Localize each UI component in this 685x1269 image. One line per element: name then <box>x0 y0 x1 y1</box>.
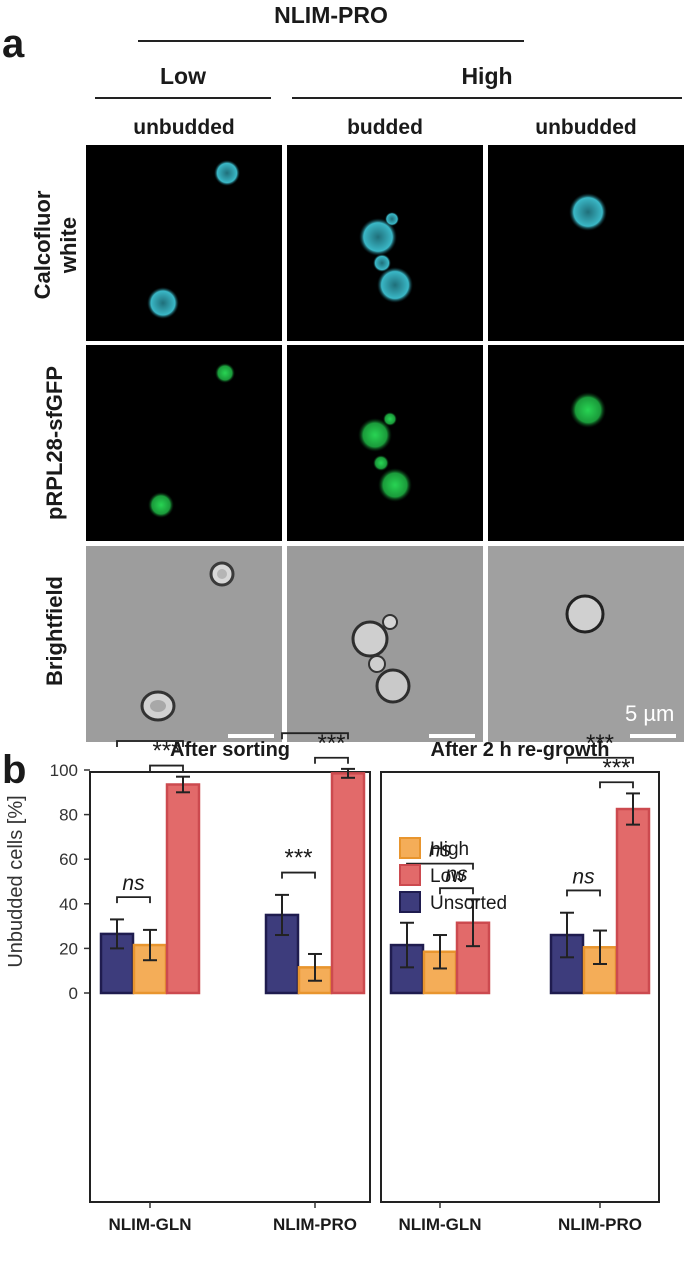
x-tick-label: NLIM-PRO <box>558 1215 642 1234</box>
scale-bar-label: 5 µm <box>625 701 675 726</box>
high-header: High <box>461 63 513 89</box>
column-label-high-unbudded: unbudded <box>535 116 637 139</box>
significance-bracket <box>281 732 349 740</box>
significance-bracket <box>566 756 634 764</box>
significance-label: ns <box>445 863 468 886</box>
y-tick-label: 80 <box>59 806 78 825</box>
bar-high <box>132 943 168 995</box>
significance-bracket <box>314 756 349 764</box>
facet-frame <box>380 771 660 1203</box>
legend-swatch <box>399 891 421 913</box>
significance-label: *** <box>136 730 164 740</box>
legend-label: High <box>430 839 469 860</box>
significance-bracket <box>281 871 316 879</box>
image-gfp-low-unbudded <box>86 345 282 541</box>
image-calcofluor-high-unbudded <box>488 145 684 341</box>
low-header: Low <box>160 63 206 89</box>
cell-blob <box>147 287 179 319</box>
significance-bracket <box>116 740 184 748</box>
y-tick-label: 60 <box>59 850 78 869</box>
significance-bracket <box>116 896 151 904</box>
row-label-gfp: pRPL28-sfGFP <box>42 333 68 553</box>
image-brightfield-high-budded <box>287 546 483 742</box>
y-tick-label: 100 <box>50 761 78 780</box>
row-label-brightfield-text: Brightfield <box>42 576 67 686</box>
cell-blob <box>214 160 240 186</box>
facet-title: After 2 h re-growth <box>431 739 610 761</box>
image-calcofluor-low-unbudded <box>86 145 282 341</box>
facet-title: After sorting <box>170 739 290 761</box>
legend-swatch <box>399 864 421 886</box>
significance-label: *** <box>317 730 345 757</box>
significance-bracket <box>599 781 634 789</box>
scale-bar <box>228 734 274 738</box>
significance-label: ns <box>429 839 452 862</box>
legend-swatch <box>399 837 421 859</box>
significance-bracket <box>566 889 601 897</box>
x-tick-label: NLIM-PRO <box>273 1215 357 1234</box>
row-label-brightfield: Brightfield <box>42 521 68 741</box>
column-label-low-unbudded: unbudded <box>133 116 235 139</box>
y-axis-label: Unbudded cells [%] <box>5 795 27 967</box>
significance-bracket <box>439 887 474 895</box>
bar-chart: Unbudded cells [%] 0 20 40 60 80 100 After sort… <box>5 730 660 1234</box>
high-rule <box>292 97 682 99</box>
bar-low <box>615 807 651 995</box>
x-tick-label: NLIM-GLN <box>398 1215 481 1234</box>
low-rule <box>95 97 271 99</box>
panel-letter-a: a <box>2 22 25 66</box>
legend-label: Low <box>430 866 465 887</box>
image-gfp-high-budded <box>287 345 483 541</box>
significance-label: ns <box>122 872 145 895</box>
significance-label: ns <box>572 865 595 888</box>
image-brightfield-low-unbudded <box>86 546 282 742</box>
bar-unsorted <box>264 913 300 995</box>
column-label-high-budded: budded <box>347 116 423 139</box>
medium-header: NLIM-PRO <box>274 2 388 28</box>
scale-bar <box>630 734 676 738</box>
scale-bar <box>429 734 475 738</box>
significance-label: *** <box>152 738 180 765</box>
panel-letter-b: b <box>2 748 27 792</box>
image-calcofluor-high-budded <box>287 145 483 341</box>
y-tick-label: 40 <box>59 895 78 914</box>
bar-low <box>330 772 366 995</box>
row-label-calcofluor-text: Calcofluor white <box>30 190 81 300</box>
significance-bracket <box>149 764 184 772</box>
y-tick-label: 20 <box>59 939 78 958</box>
image-gfp-high-unbudded <box>488 345 684 541</box>
row-label-calcofluor: Calcofluor white <box>30 147 82 343</box>
row-label-gfp-text: pRPL28-sfGFP <box>42 365 67 521</box>
legend-label: Unsorted <box>430 893 507 914</box>
image-brightfield-high-unbudded: 5 µm <box>488 546 684 742</box>
significance-label: *** <box>602 754 630 781</box>
significance-label: *** <box>586 730 614 757</box>
facet-frame <box>89 771 371 1203</box>
bar-low <box>165 783 201 995</box>
significance-label: *** <box>284 845 312 872</box>
x-tick-label: NLIM-GLN <box>108 1215 191 1234</box>
significance-label: *** <box>301 730 329 732</box>
y-tick-label: 0 <box>69 984 78 1003</box>
medium-rule <box>138 40 524 42</box>
